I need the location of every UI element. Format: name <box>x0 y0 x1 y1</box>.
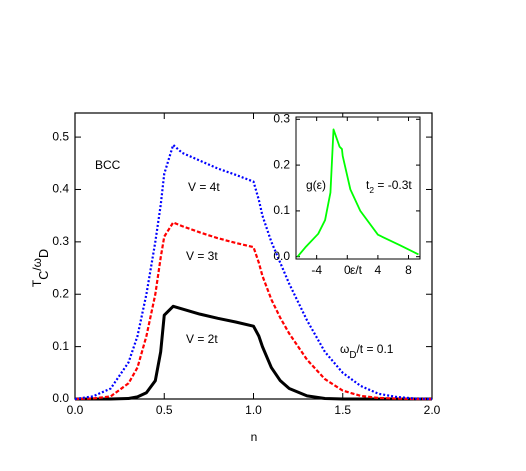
x-axis-label: ε/t <box>350 263 363 277</box>
y-tick-label: 0.2 <box>52 286 69 300</box>
annotation-part: ω <box>340 342 349 356</box>
y-tick-label: 0.1 <box>52 339 69 353</box>
y-tick-label: 0.3 <box>273 111 290 125</box>
y-tick-label: 0.5 <box>52 129 69 143</box>
y-tick-label: 0.0 <box>52 391 69 405</box>
annotation-part: = -0.3t <box>374 178 412 192</box>
y-axis-label: TC/ωD <box>30 249 51 287</box>
y-tick-label: 0.1 <box>273 203 290 217</box>
annotation: t2 = -0.3t <box>366 178 412 195</box>
annotation: ωD/t = 0.1 <box>340 342 394 361</box>
series-label: V = 3t <box>186 249 218 263</box>
annotation-part: t <box>366 178 370 192</box>
series-label: V = 4t <box>188 180 220 194</box>
y-tick-label: 0.0 <box>273 249 290 263</box>
annotation-sub: D <box>349 350 356 361</box>
x-tick-label: 0 <box>344 263 351 277</box>
annotation-sub: 2 <box>369 185 374 195</box>
series-line <box>296 128 419 258</box>
series-label: V = 2t <box>186 332 218 346</box>
series-line <box>75 304 432 401</box>
x-axis-label: n <box>251 430 258 444</box>
x-tick-label: 1.0 <box>245 403 262 417</box>
y-axis-label-part: /ω <box>30 258 44 271</box>
x-tick-label: 1.5 <box>334 403 351 417</box>
x-tick-label: 0.5 <box>156 403 173 417</box>
series-line <box>74 143 433 401</box>
y-tick-label: 0.3 <box>52 234 69 248</box>
y-axis-label-sub: C <box>37 271 51 280</box>
y-axis-label: g(ε) <box>306 178 326 192</box>
y-axis-label-part: T <box>30 279 44 287</box>
annotation: BCC <box>95 158 121 172</box>
x-tick-label: 0.0 <box>67 403 84 417</box>
annotation-part: /t = 0.1 <box>356 342 393 356</box>
x-tick-label: 4 <box>375 263 382 277</box>
y-tick-label: 0.4 <box>52 182 69 196</box>
series-line <box>74 221 432 401</box>
y-axis-label-sub: D <box>37 249 51 258</box>
x-tick-label: 2.0 <box>424 403 441 417</box>
x-tick-label: 8 <box>405 263 412 277</box>
y-tick-label: 0.2 <box>273 157 290 171</box>
x-tick-label: -4 <box>311 263 322 277</box>
